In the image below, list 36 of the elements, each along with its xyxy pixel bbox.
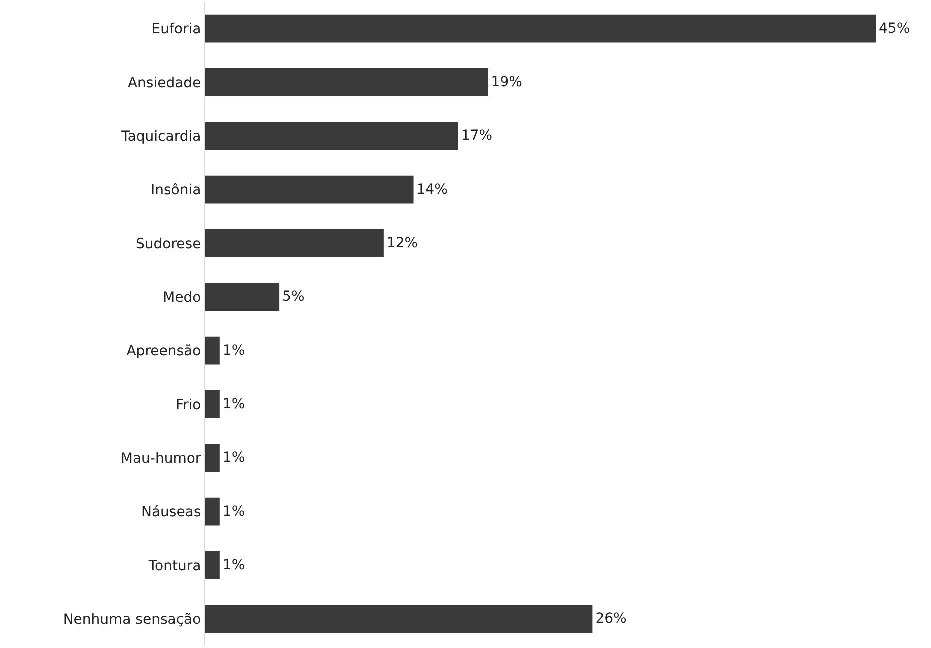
y-tick-label: Ansiedade — [128, 75, 202, 92]
y-tick-label: Nenhuma sensação — [63, 612, 202, 628]
data-label: 1% — [222, 396, 246, 412]
bar — [205, 14, 876, 43]
data-label: 17% — [461, 128, 493, 144]
bar — [205, 552, 220, 580]
bar — [205, 390, 220, 418]
bar — [205, 444, 220, 472]
bar — [205, 176, 414, 204]
data-label: 45% — [879, 20, 910, 37]
data-label: 14% — [416, 182, 448, 198]
y-tick-label: Frio — [176, 397, 202, 414]
y-tick-label: Taquicardia — [120, 129, 202, 146]
bar — [205, 230, 384, 258]
bar — [205, 68, 488, 96]
y-tick-label: Euforia — [152, 22, 202, 38]
bar — [205, 605, 593, 634]
data-label: 1% — [222, 450, 246, 466]
bar — [205, 336, 220, 365]
y-tick-label: Apreensão — [126, 344, 202, 360]
data-label: 12% — [386, 236, 418, 252]
data-label: 1% — [222, 504, 246, 520]
y-tick-label: Medo — [163, 290, 202, 306]
bar — [205, 122, 458, 150]
y-tick-label: Tontura — [148, 558, 202, 574]
y-tick-label: Mau-humor — [120, 451, 202, 468]
data-label: 1% — [222, 342, 246, 359]
y-tick-label: Insônia — [150, 182, 202, 199]
bar — [205, 283, 280, 312]
y-tick-label: Sudorese — [136, 236, 202, 252]
data-label: 1% — [222, 558, 246, 574]
data-label: 19% — [491, 74, 522, 90]
bar — [205, 498, 220, 526]
y-tick-label: Náuseas — [141, 504, 202, 521]
data-label: 26% — [596, 611, 627, 628]
data-label: 5% — [282, 289, 305, 306]
